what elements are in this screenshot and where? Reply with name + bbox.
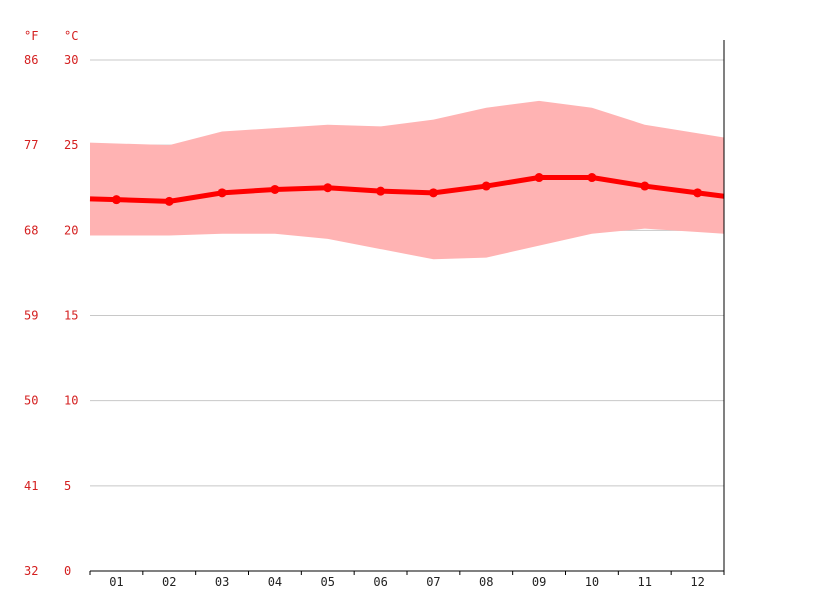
mean-point-04 (270, 184, 280, 194)
y-tick-label-fahrenheit: 32 (24, 564, 38, 578)
mean-point-11 (640, 181, 650, 191)
mean-line-path (89, 175, 725, 204)
mean-point-09 (534, 173, 544, 183)
y-tick-label-celsius: 15 (64, 309, 78, 323)
mean-point-02 (164, 196, 174, 206)
range-band-area (90, 100, 724, 260)
x-tick-label-08: 08 (479, 575, 493, 589)
x-tick-label-03: 03 (215, 575, 229, 589)
y-tick-label-celsius: 10 (64, 394, 78, 408)
x-tick-label-04: 04 (268, 575, 282, 589)
x-tick-label-02: 02 (162, 575, 176, 589)
x-tick-label-05: 05 (321, 575, 335, 589)
tick-labels: °F °C 32 0 41 5 50 10 59 15 68 20 77 25 86 30 01 02 03 04… (24, 29, 705, 589)
y-tick-label-fahrenheit: 59 (24, 309, 38, 323)
mean-point-05 (323, 183, 333, 193)
x-tick-label-11: 11 (638, 575, 652, 589)
mean-point-08 (481, 181, 491, 191)
y-tick-label-celsius: 30 (64, 53, 78, 67)
y-tick-label-celsius: 0 (64, 564, 71, 578)
unit-label-celsius: °C (64, 29, 78, 43)
mean-temperature-line (89, 175, 725, 204)
mean-point-12 (693, 188, 703, 198)
y-tick-label-fahrenheit: 50 (24, 394, 38, 408)
y-tick-label-celsius: 5 (64, 479, 71, 493)
mean-point-10 (587, 173, 597, 183)
mean-temperature-points (111, 173, 703, 206)
y-tick-label-fahrenheit: 86 (24, 53, 38, 67)
mean-point-01 (111, 195, 121, 205)
axes (89, 40, 725, 575)
mean-point-06 (376, 186, 386, 196)
mean-point-07 (428, 188, 438, 198)
y-tick-label-celsius: 20 (64, 223, 78, 237)
y-tick-label-fahrenheit: 41 (24, 479, 38, 493)
x-tick-label-06: 06 (373, 575, 387, 589)
x-tick-label-09: 09 (532, 575, 546, 589)
mean-point-03 (217, 188, 227, 198)
y-tick-label-fahrenheit: 77 (24, 138, 38, 152)
temperature-range-band (90, 100, 724, 260)
unit-label-fahrenheit: °F (24, 29, 38, 43)
y-tick-label-celsius: 25 (64, 138, 78, 152)
x-tick-label-12: 12 (690, 575, 704, 589)
x-tick-label-10: 10 (585, 575, 599, 589)
x-tick-label-01: 01 (109, 575, 123, 589)
y-tick-label-fahrenheit: 68 (24, 223, 38, 237)
x-tick-label-07: 07 (426, 575, 440, 589)
